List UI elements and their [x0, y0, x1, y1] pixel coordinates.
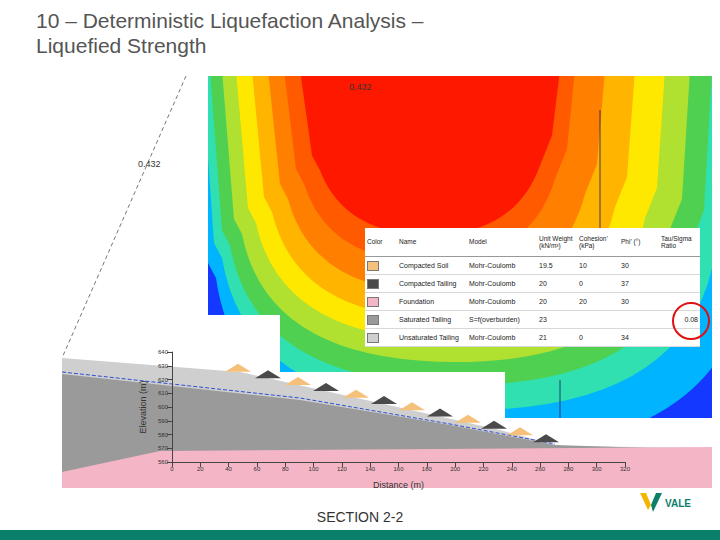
svg-text:620: 620	[158, 377, 169, 383]
svg-text:180: 180	[422, 466, 433, 472]
html-text:Mohr-Coulomb: Mohr-Coulomb	[469, 262, 516, 269]
html-text:Foundation: Foundation	[399, 298, 434, 305]
html-text:Mohr-Coulomb: Mohr-Coulomb	[469, 334, 516, 341]
html-text:Compacted Soil: Compacted Soil	[399, 262, 449, 269]
html-text:Phi' (°): Phi' (°)	[621, 238, 641, 246]
svg-text:570: 570	[158, 445, 169, 451]
html-text:20: 20	[579, 298, 587, 305]
html-text:Color: Color	[367, 238, 383, 246]
html-text:0.08: 0.08	[684, 316, 698, 323]
html-text:30: 30	[621, 298, 629, 305]
svg-text:60: 60	[254, 466, 261, 472]
svg-text:610: 610	[158, 390, 169, 396]
html-text:Tau/Sigma Ratio: Tau/Sigma Ratio	[661, 234, 692, 249]
html-text:SECTION 2-2: SECTION 2-2	[316, 509, 404, 525]
svg-text:200: 200	[450, 466, 461, 472]
html-text:0: 0	[579, 280, 583, 287]
svg-text:120: 120	[337, 466, 348, 472]
svg-text:640: 640	[158, 349, 169, 355]
svg-text:VALE: VALE	[665, 498, 691, 509]
html-text:Mohr-Coulomb: Mohr-Coulomb	[469, 298, 516, 305]
html-text:Unit Weight (kN/m³): Unit Weight (kN/m³)	[539, 234, 573, 249]
svg-text:320: 320	[620, 466, 631, 472]
html-text:37: 37	[621, 280, 629, 287]
svg-text:590: 590	[158, 418, 169, 424]
svg-text:240: 240	[507, 466, 518, 472]
html-text:Saturated Tailing: Saturated Tailing	[399, 316, 451, 323]
html-text:20: 20	[539, 298, 547, 305]
html-text:23: 23	[539, 316, 547, 323]
svg-text:80: 80	[282, 466, 289, 472]
html-text:Model: Model	[469, 238, 487, 246]
html-text:19.5: 19.5	[539, 262, 553, 269]
svg-text:280: 280	[563, 466, 574, 472]
svg-text:560: 560	[158, 459, 169, 465]
svg-text:Elevation (m): Elevation (m)	[138, 380, 148, 433]
html-text:Name: Name	[399, 238, 417, 246]
html-text:0.432: 0.432	[138, 159, 161, 169]
svg-text:140: 140	[365, 466, 376, 472]
svg-text:40: 40	[225, 466, 232, 472]
svg-text:20: 20	[197, 466, 204, 472]
html-text:20: 20	[539, 280, 547, 287]
html-text:Unsaturated Tailing: Unsaturated Tailing	[399, 334, 459, 341]
svg-text:220: 220	[478, 466, 489, 472]
html-text:21: 21	[539, 334, 547, 341]
svg-text:300: 300	[592, 466, 603, 472]
html-text:S=f(overburden): S=f(overburden)	[469, 316, 520, 323]
html-text:30: 30	[621, 262, 629, 269]
html-text:0.432: 0.432	[349, 82, 372, 92]
svg-text:260: 260	[535, 466, 546, 472]
html-text:0: 0	[579, 334, 583, 341]
svg-text:160: 160	[393, 466, 404, 472]
html-text:Compacted Tailing: Compacted Tailing	[399, 280, 457, 287]
html-text:10 – Deterministic Liquefactio: 10 – Deterministic Liquefaction Analysis…	[36, 9, 424, 57]
svg-text:600: 600	[158, 404, 169, 410]
svg-text:0: 0	[170, 466, 174, 472]
html-text:34: 34	[621, 334, 629, 341]
svg-text:Distance (m): Distance (m)	[373, 480, 424, 490]
svg-text:100: 100	[309, 466, 320, 472]
html-text:Cohesion' (kPa): Cohesion' (kPa)	[579, 234, 608, 249]
html-text:Mohr-Coulomb: Mohr-Coulomb	[469, 280, 516, 287]
svg-text:630: 630	[158, 363, 169, 369]
svg-text:580: 580	[158, 432, 169, 438]
html-text:10: 10	[579, 262, 587, 269]
